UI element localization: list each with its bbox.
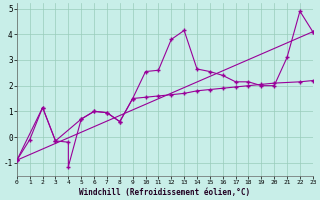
X-axis label: Windchill (Refroidissement éolien,°C): Windchill (Refroidissement éolien,°C) (79, 188, 250, 197)
